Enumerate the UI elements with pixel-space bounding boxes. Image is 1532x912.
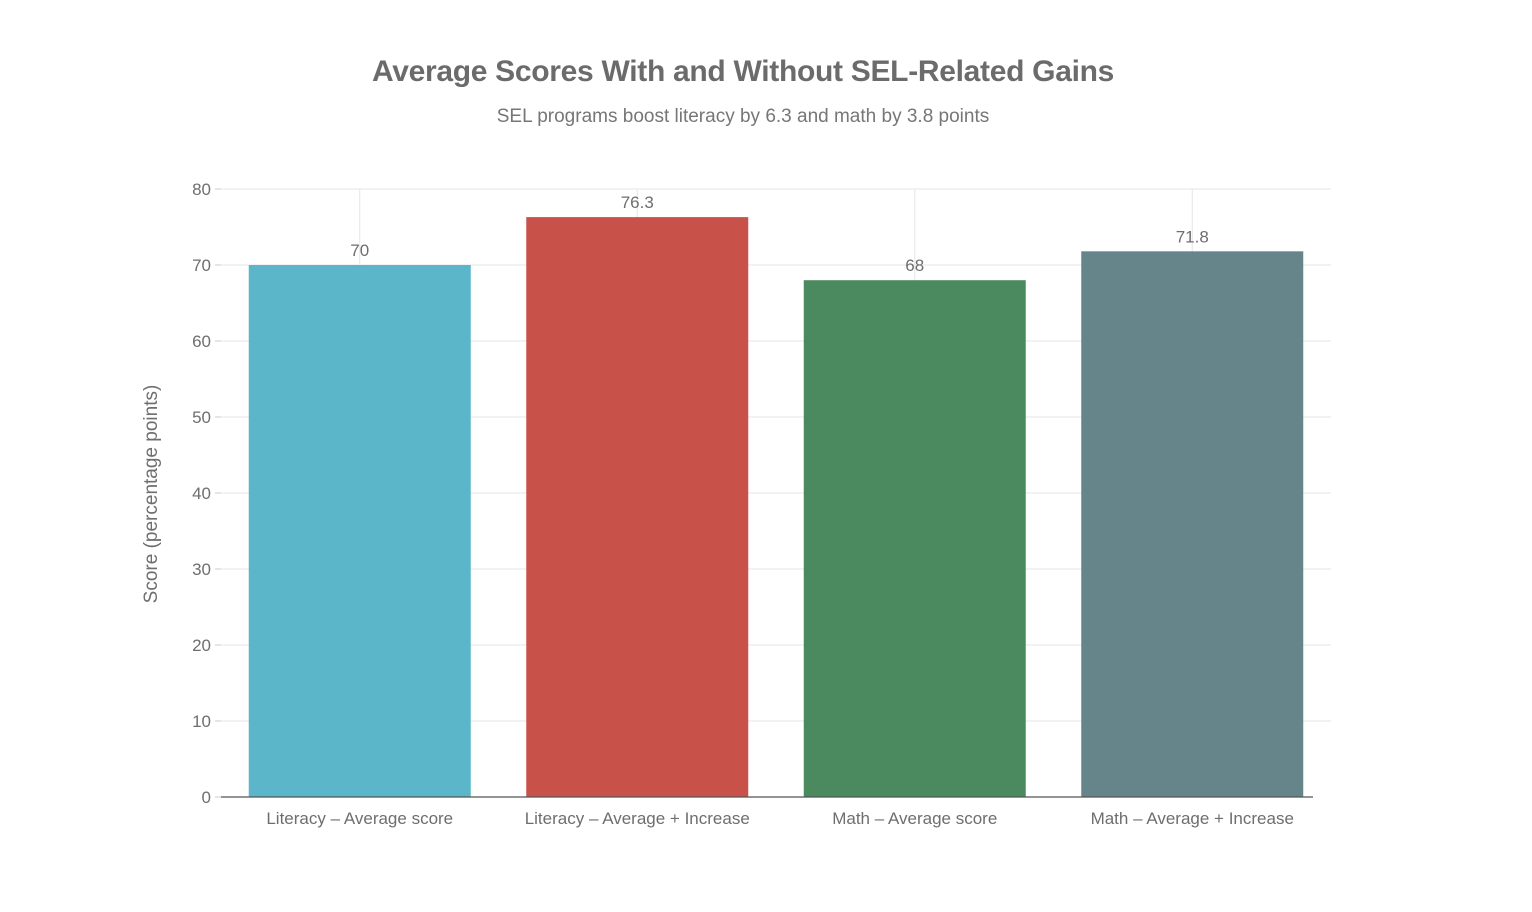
bar	[803, 280, 1026, 797]
y-tick-label: 40	[192, 484, 211, 503]
bar-value-label: 70	[350, 241, 369, 260]
bar-value-label: 71.8	[1176, 227, 1209, 246]
bar-value-label: 68	[905, 256, 924, 275]
bar-value-label: 76.3	[621, 193, 654, 212]
y-tick-label: 30	[192, 560, 211, 579]
chart-subtitle: SEL programs boost literacy by 6.3 and m…	[496, 106, 990, 127]
y-tick-label: 10	[192, 712, 211, 731]
x-category-label: Math – Average score	[832, 809, 997, 828]
x-category-label: Math – Average + Increase	[1091, 809, 1294, 828]
x-category-label: Literacy – Average + Increase	[525, 809, 750, 828]
chart-title: Average Scores With and Without SEL-Rela…	[371, 55, 1115, 88]
x-category-label: Literacy – Average score	[266, 809, 453, 828]
y-tick-label: 0	[202, 788, 211, 807]
y-tick-label: 50	[192, 408, 211, 427]
bar	[526, 217, 749, 797]
bar	[1081, 251, 1304, 797]
bar	[248, 265, 471, 797]
y-tick-label: 80	[192, 180, 211, 199]
y-tick-label: 60	[192, 332, 211, 351]
y-tick-label: 20	[192, 636, 211, 655]
y-tick-label: 70	[192, 256, 211, 275]
